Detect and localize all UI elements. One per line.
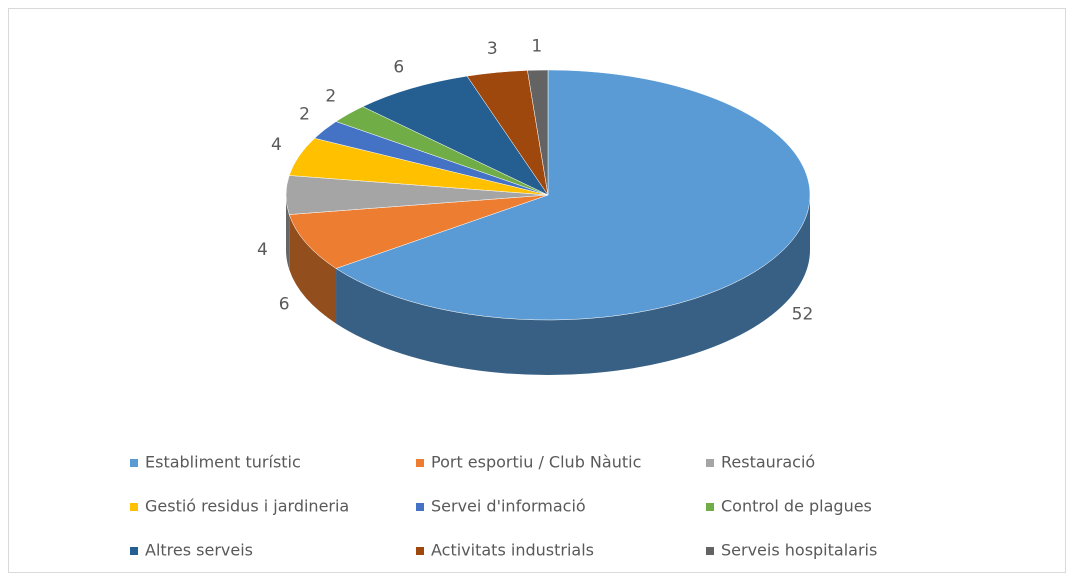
data-label: 6 — [279, 295, 290, 315]
slice — [362, 75, 549, 196]
legend-swatch — [706, 503, 714, 511]
data-label: 4 — [257, 240, 268, 260]
legend-label: Serveis hospitalaris — [721, 541, 877, 560]
legend-swatch — [130, 459, 138, 467]
legend-swatch — [706, 547, 714, 555]
legend-swatch — [416, 547, 424, 555]
data-label: 3 — [487, 39, 498, 59]
data-label: 52 — [792, 305, 814, 325]
legend-label: Servei d'informació — [431, 497, 586, 516]
data-label: 4 — [271, 135, 282, 155]
data-label: 1 — [531, 37, 542, 57]
legend-label: Establiment turístic — [145, 453, 301, 472]
slice-side — [289, 214, 337, 324]
slice — [288, 194, 549, 269]
legend-swatch — [416, 503, 424, 511]
legend-swatch — [130, 547, 138, 555]
legend-label: Control de plagues — [721, 497, 872, 516]
legend-label: Port esportiu / Club Nàutic — [431, 453, 641, 472]
slice — [335, 69, 811, 321]
data-label: 6 — [393, 57, 404, 77]
legend-label: Gestió residus i jardineria — [145, 497, 349, 516]
legend-swatch — [416, 459, 424, 467]
legend-label: Restauració — [721, 453, 815, 472]
slice-side — [336, 195, 810, 375]
legend-swatch — [130, 503, 138, 511]
data-label: 2 — [299, 105, 310, 125]
data-label: 2 — [325, 86, 336, 106]
legend-label: Altres serveis — [145, 541, 253, 560]
legend-label: Activitats industrials — [431, 541, 594, 560]
slice-side — [286, 195, 290, 270]
legend-swatch — [706, 459, 714, 467]
slice — [527, 69, 549, 196]
